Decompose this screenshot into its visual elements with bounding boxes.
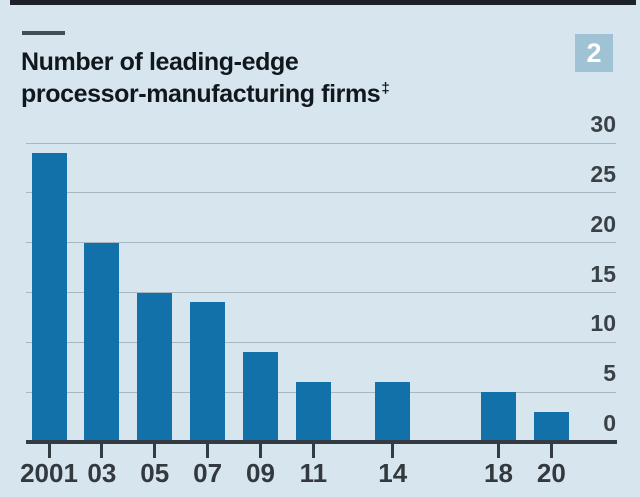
y-tick-label-5: 5: [603, 360, 616, 387]
chart-title-line1: Number of leading-edge: [21, 48, 299, 76]
gridline-25: [26, 192, 616, 194]
y-tick-label-0: 0: [603, 410, 616, 436]
x-tick-2003: [100, 444, 104, 458]
x-tick-2007: [206, 444, 210, 458]
bar-2007: [190, 302, 226, 442]
x-tick-label-2007: 07: [193, 458, 223, 488]
y-tick-label-30: 30: [590, 111, 616, 137]
bar-2014: [375, 382, 411, 442]
x-tick-2014: [391, 444, 395, 458]
x-tick-2020: [549, 444, 553, 458]
x-tick-2005: [153, 444, 157, 458]
y-tick-label-20: 20: [590, 210, 616, 237]
chart-index-badge: 2: [575, 34, 613, 72]
x-tick-2018: [496, 444, 500, 458]
gridline-10: [26, 341, 616, 343]
gridline-15: [26, 292, 616, 293]
gridline-20: [26, 242, 616, 244]
x-tick-2001: [47, 444, 51, 458]
bar-2009: [243, 352, 279, 442]
bar-2018: [480, 392, 516, 442]
x-tick-label-2020: 20: [536, 458, 566, 488]
top-rule: [10, 0, 636, 5]
x-tick-label-2001: 2001: [20, 458, 78, 488]
bar-2020: [533, 412, 569, 442]
x-tick-label-2009: 09: [246, 458, 275, 488]
chart-title: Number of leading-edge processor-manufac…: [21, 46, 390, 114]
bar-2001: [31, 152, 67, 442]
bar-2005: [137, 292, 173, 442]
y-tick-label-10: 10: [590, 310, 616, 337]
chart-title-line2: processor-manufacturing firms‡: [21, 80, 390, 108]
x-tick-2011: [311, 444, 315, 458]
title-tab-dash: [22, 31, 65, 35]
x-tick-label-2005: 05: [140, 458, 170, 488]
gridline-30: [26, 142, 616, 144]
x-axis-line: [26, 440, 617, 444]
x-tick-label-2014: 14: [378, 458, 408, 488]
footnote-marker: ‡: [381, 80, 390, 97]
bar-2003: [84, 242, 120, 442]
x-tick-label-2018: 18: [484, 458, 513, 488]
y-tick-label-15: 15: [590, 260, 616, 287]
bar-2011: [295, 382, 331, 442]
x-tick-label-2003: 03: [87, 458, 117, 488]
y-tick-label-25: 25: [590, 160, 616, 187]
x-tick-label-2011: 11: [299, 458, 328, 488]
x-tick-2009: [259, 444, 263, 458]
